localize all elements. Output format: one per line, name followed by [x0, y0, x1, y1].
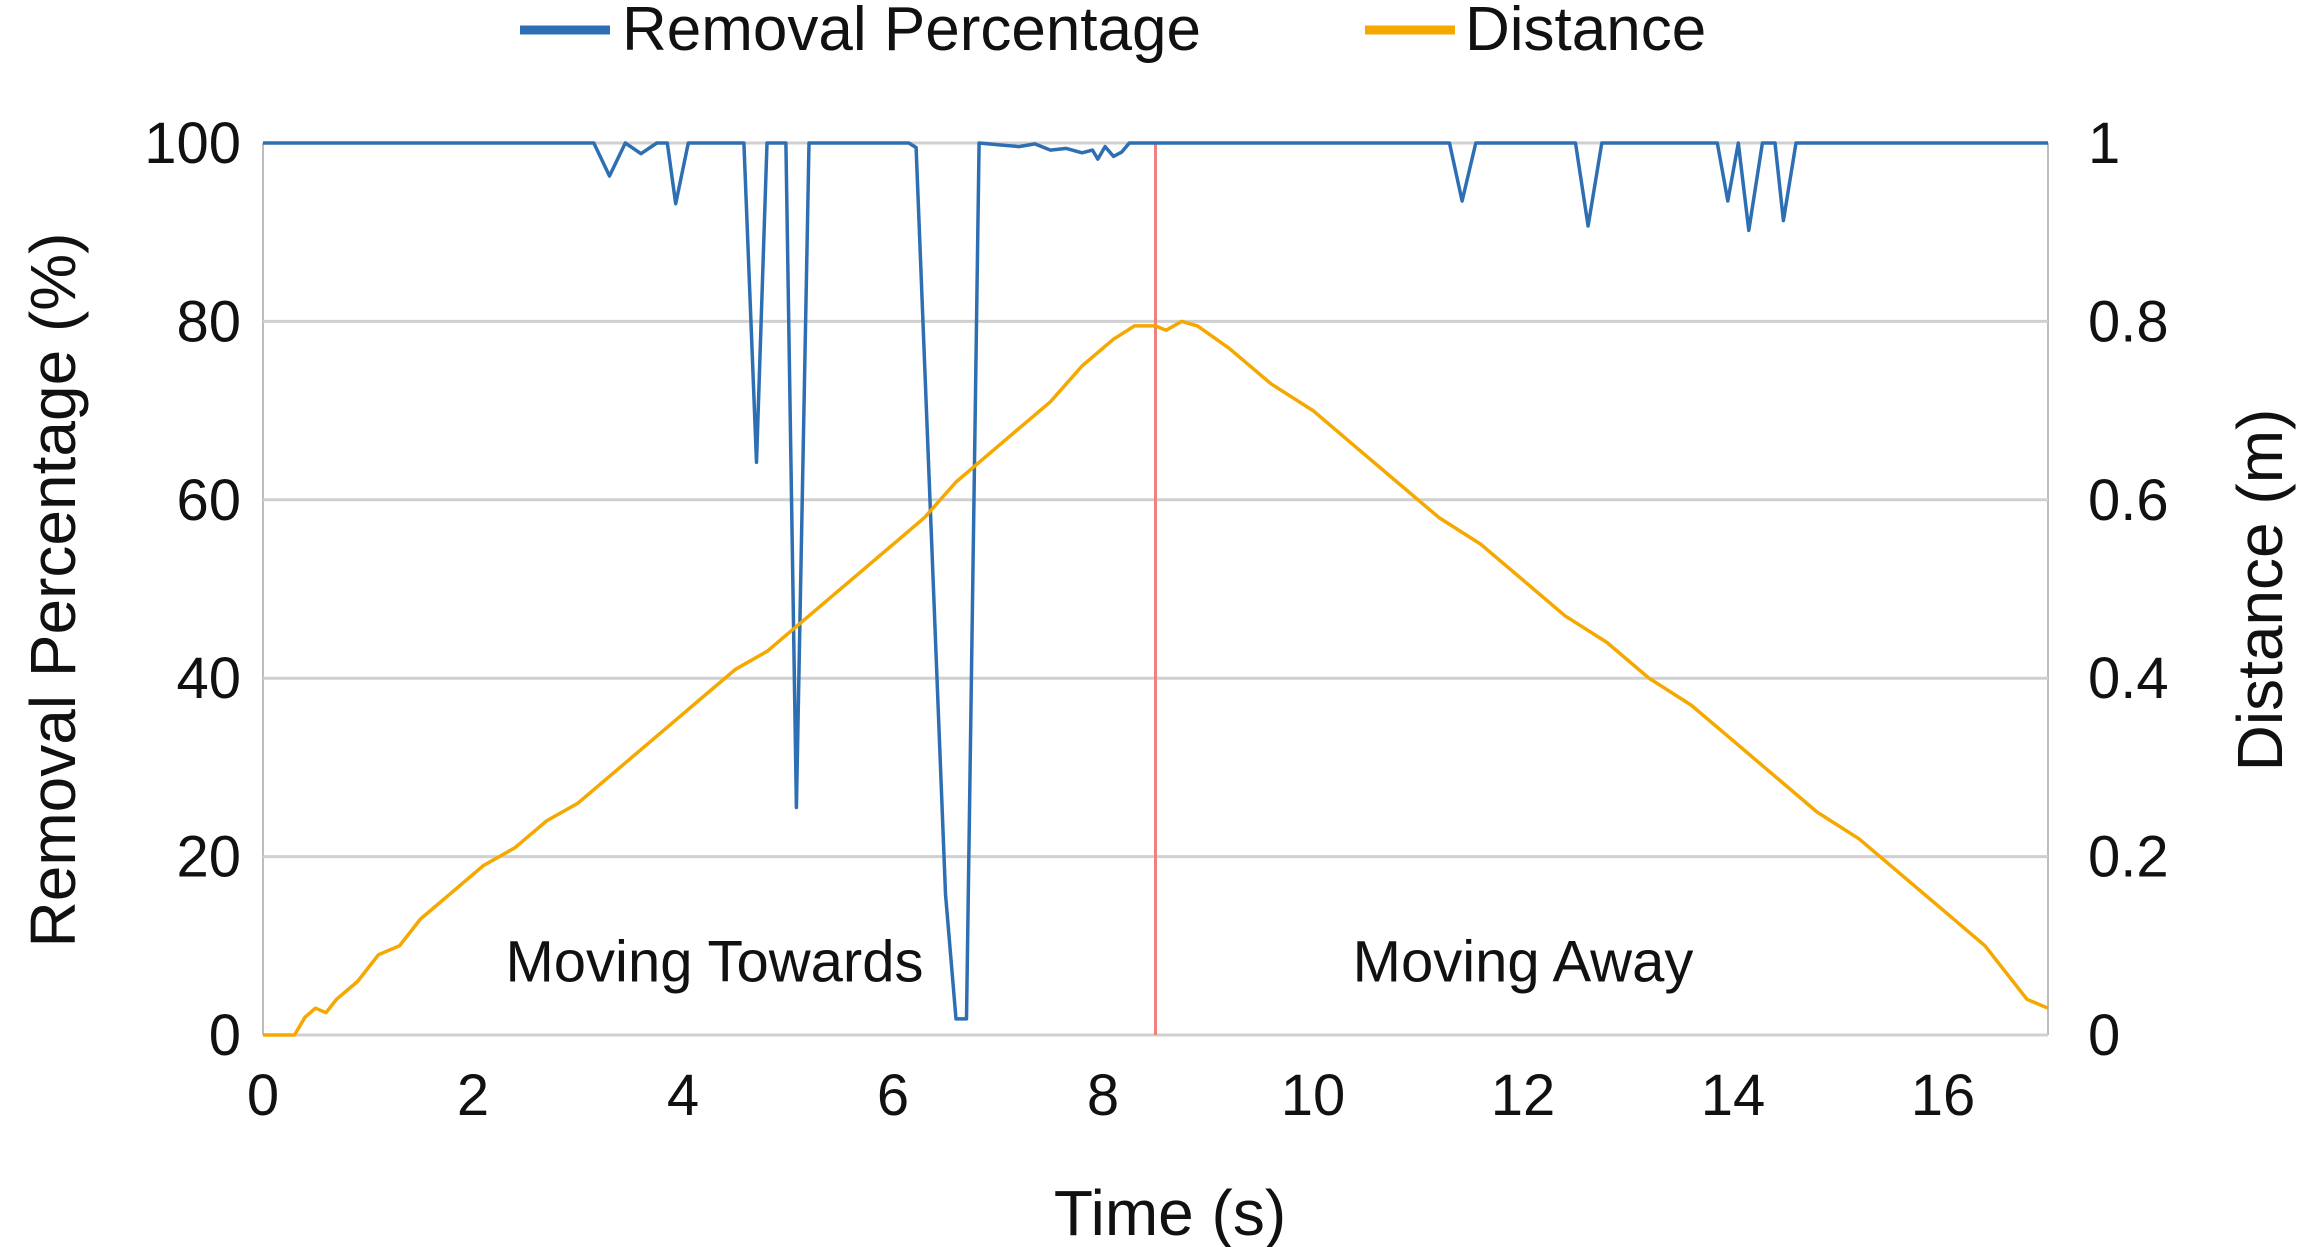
- legend: Removal Percentage Distance: [520, 0, 1706, 64]
- y-tick-label-right: 0.8: [2088, 289, 2169, 354]
- series-line-removal-percentage: [263, 141, 2048, 1021]
- y-axis-title-left: Removal Percentage (%): [17, 233, 89, 948]
- y-axis-title-right: Distance (m): [2224, 409, 2296, 772]
- y-tick-label-left: 100: [144, 111, 241, 176]
- series-lines: [263, 141, 2049, 1037]
- x-tick-label: 8: [1087, 1063, 1119, 1128]
- y-tick-label-right: 1: [2088, 111, 2120, 176]
- x-tick-label: 16: [1911, 1063, 1976, 1128]
- y-tick-label-right: 0.6: [2088, 468, 2169, 533]
- x-tick-label: 0: [247, 1063, 279, 1128]
- y-tick-label-right: 0.4: [2088, 646, 2169, 711]
- x-tick-label: 12: [1491, 1063, 1556, 1128]
- annotation-moving-towards: Moving Towards: [505, 929, 923, 994]
- y-tick-label-left: 80: [176, 289, 241, 354]
- y-tick-label-left: 60: [176, 468, 241, 533]
- x-tick-label: 2: [457, 1063, 489, 1128]
- x-axis-title: Time (s): [1054, 1177, 1286, 1247]
- legend-label-distance: Distance: [1465, 0, 1706, 64]
- x-tick-label: 4: [667, 1063, 699, 1128]
- series-line-distance: [263, 319, 2049, 1037]
- annotation-moving-away: Moving Away: [1353, 929, 1694, 994]
- x-tick-label: 6: [877, 1063, 909, 1128]
- y-tick-label-left: 0: [209, 1003, 241, 1068]
- y-tick-label-left: 40: [176, 646, 241, 711]
- y-tick-label-left: 20: [176, 825, 241, 890]
- legend-label-removal: Removal Percentage: [622, 0, 1201, 64]
- y-tick-label-right: 0.2: [2088, 825, 2169, 890]
- y-tick-label-right: 0: [2088, 1003, 2120, 1068]
- x-tick-label: 14: [1701, 1063, 1766, 1128]
- x-tick-label: 10: [1281, 1063, 1346, 1128]
